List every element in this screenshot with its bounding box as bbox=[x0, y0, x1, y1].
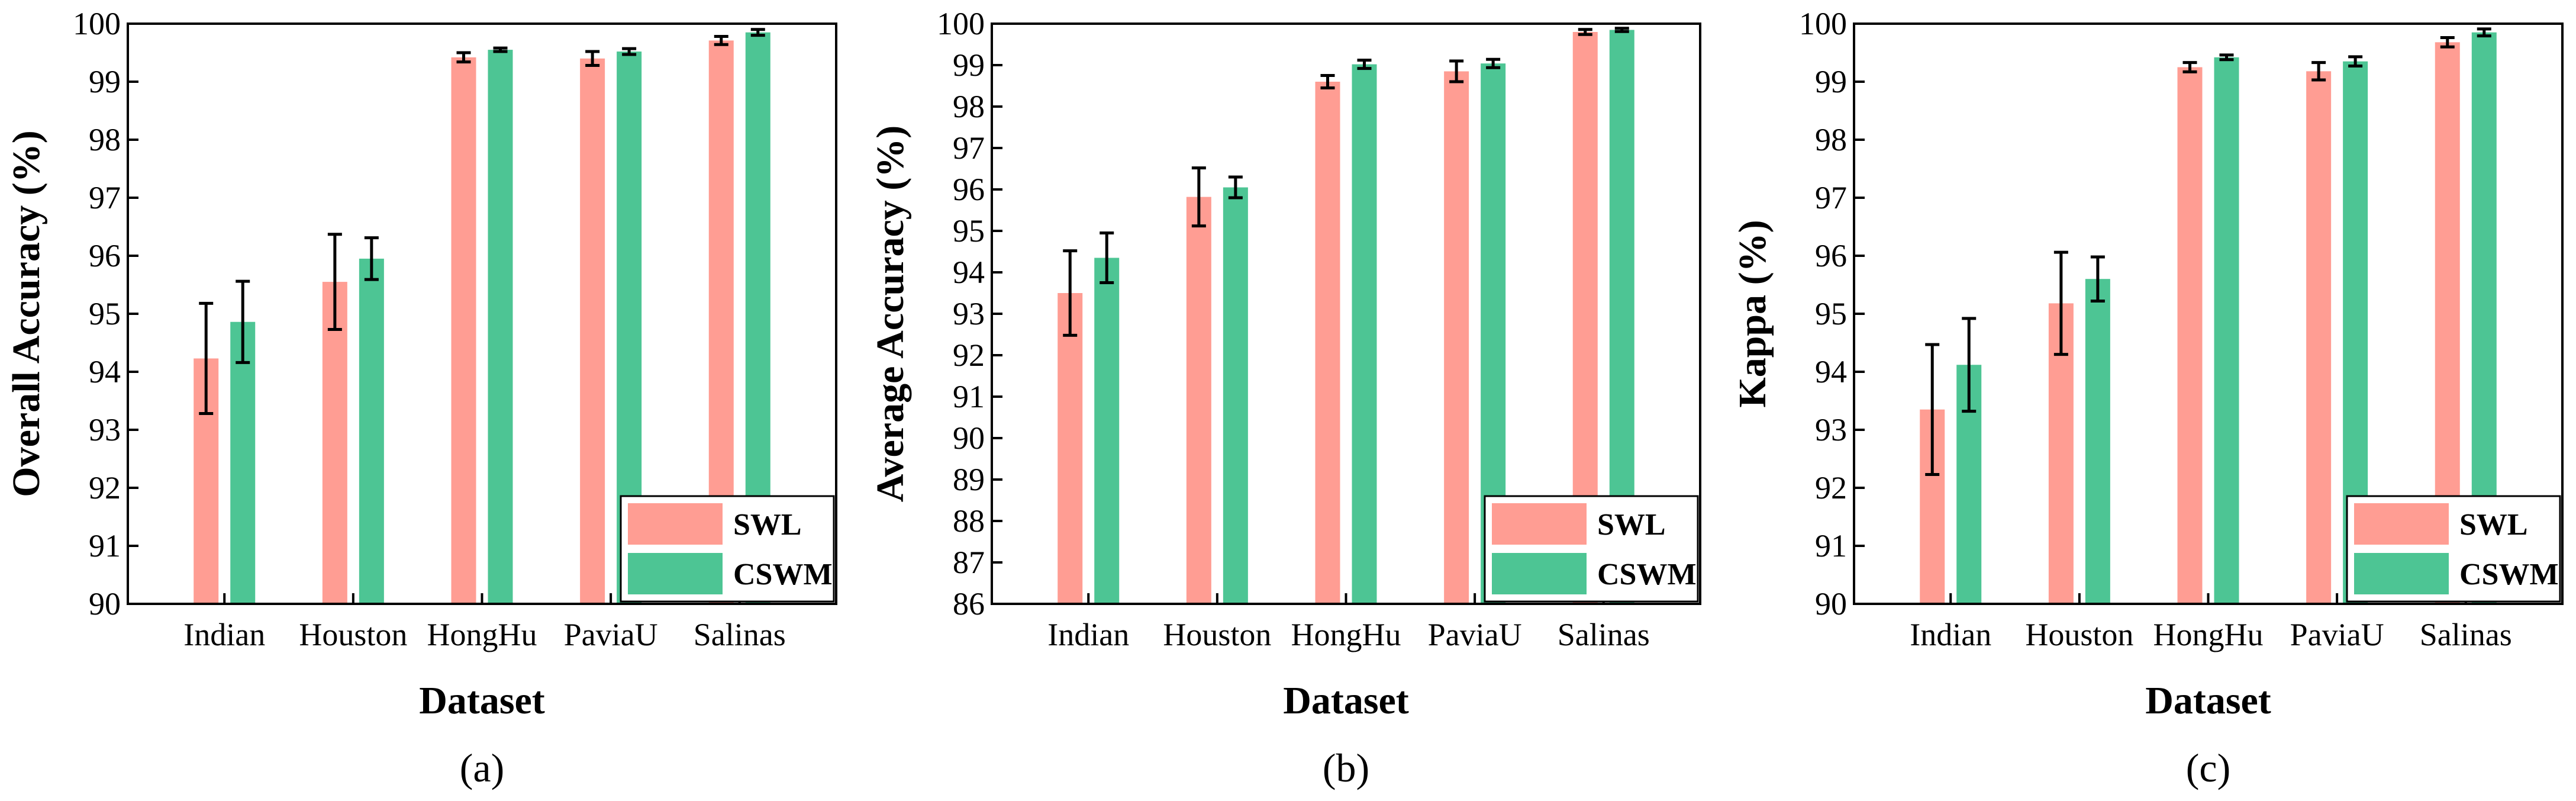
legend-swatch-swl bbox=[628, 503, 723, 545]
bar-cswm-indian bbox=[230, 321, 256, 604]
y-tick-label: 91 bbox=[89, 528, 121, 564]
y-tick-label: 97 bbox=[1815, 180, 1847, 215]
bar-swl-honghu bbox=[451, 57, 476, 604]
panel-label: (a) bbox=[460, 745, 504, 790]
x-axis-title: Dataset bbox=[2145, 679, 2271, 722]
y-tick-label: 90 bbox=[953, 420, 985, 456]
y-tick-label: 90 bbox=[1815, 586, 1847, 622]
y-tick-label: 91 bbox=[953, 379, 985, 414]
x-tick-label-salinas: Salinas bbox=[694, 617, 786, 652]
panel-label: (b) bbox=[1323, 745, 1369, 790]
legend-label-cswm: CSWM bbox=[733, 558, 833, 591]
x-tick-label-honghu: HongHu bbox=[1291, 617, 1401, 652]
bar-cswm-houston bbox=[1223, 187, 1248, 604]
x-tick-label-honghu: HongHu bbox=[2153, 617, 2264, 652]
y-tick-label: 97 bbox=[953, 130, 985, 166]
bar-swl-honghu bbox=[2177, 67, 2203, 604]
legend: SWL CSWM bbox=[1484, 495, 1699, 603]
legend-label-swl: SWL bbox=[1597, 508, 1666, 542]
y-tick-label: 91 bbox=[1815, 528, 1847, 564]
y-tick-label: 87 bbox=[953, 545, 985, 580]
y-tick-label: 96 bbox=[953, 172, 985, 207]
bar-swl-paviau bbox=[580, 58, 605, 604]
x-tick-label-salinas: Salinas bbox=[2420, 617, 2512, 652]
x-tick-label-houston: Houston bbox=[2025, 617, 2133, 652]
x-tick-label-indian: Indian bbox=[1047, 617, 1129, 652]
legend: SWL CSWM bbox=[620, 495, 835, 603]
y-tick-label: 98 bbox=[89, 122, 121, 157]
y-axis-title: Average Accuracy (%) bbox=[869, 126, 912, 503]
y-tick-label: 100 bbox=[73, 6, 121, 41]
bar-swl-paviau bbox=[2306, 71, 2332, 604]
y-tick-label: 86 bbox=[953, 586, 985, 622]
y-tick-label: 96 bbox=[1815, 238, 1847, 274]
y-tick-label: 99 bbox=[1815, 64, 1847, 99]
y-axis-title: Kappa (%) bbox=[1731, 220, 1774, 407]
x-tick-label-indian: Indian bbox=[183, 617, 265, 652]
y-tick-label: 98 bbox=[1815, 122, 1847, 157]
y-tick-label: 94 bbox=[89, 354, 121, 390]
x-axis-title: Dataset bbox=[419, 679, 545, 722]
y-tick-label: 96 bbox=[89, 238, 121, 274]
bar-swl-paviau bbox=[1444, 71, 1469, 604]
legend-label-swl: SWL bbox=[733, 508, 802, 542]
y-axis-title: Overall Accuracy (%) bbox=[5, 130, 48, 497]
x-tick-label-paviau: PaviaU bbox=[564, 617, 658, 652]
legend: SWL CSWM bbox=[2346, 495, 2561, 603]
y-tick-label: 92 bbox=[1815, 470, 1847, 506]
x-tick-label-paviau: PaviaU bbox=[2290, 617, 2384, 652]
y-tick-label: 100 bbox=[1799, 6, 1847, 41]
legend-swatch-cswm bbox=[628, 553, 723, 594]
bar-swl-houston bbox=[1186, 197, 1211, 604]
bar-cswm-houston bbox=[2085, 279, 2110, 604]
y-tick-label: 97 bbox=[89, 180, 121, 215]
x-axis-title: Dataset bbox=[1283, 679, 1409, 722]
panel-label: (c) bbox=[2186, 745, 2230, 790]
chart-panel-c: 90 91 92 93 94 95 96 97 98 99 100 Indian Houston Hong… bbox=[1731, 6, 2564, 790]
y-tick-label: 94 bbox=[1815, 354, 1847, 390]
x-tick-label-houston: Houston bbox=[299, 617, 407, 652]
bar-cswm-honghu bbox=[1352, 64, 1377, 604]
bar-cswm-honghu bbox=[2214, 57, 2239, 604]
y-tick-label: 90 bbox=[89, 586, 121, 622]
legend-swatch-swl bbox=[1492, 503, 1587, 545]
bar-swl-honghu bbox=[1315, 82, 1340, 604]
legend-swatch-swl bbox=[2354, 503, 2449, 545]
y-tick-label: 89 bbox=[953, 462, 985, 497]
y-tick-label: 95 bbox=[953, 213, 985, 249]
x-tick-label-salinas: Salinas bbox=[1558, 617, 1650, 652]
bar-cswm-honghu bbox=[488, 50, 513, 604]
bar-swl-houston bbox=[322, 282, 347, 604]
y-tick-label: 99 bbox=[89, 64, 121, 99]
y-tick-label: 95 bbox=[89, 296, 121, 332]
legend-label-cswm: CSWM bbox=[2459, 558, 2559, 591]
y-tick-label: 94 bbox=[953, 255, 985, 290]
x-tick-label-paviau: PaviaU bbox=[1428, 617, 1522, 652]
x-tick-label-indian: Indian bbox=[1910, 617, 1991, 652]
y-tick-label: 92 bbox=[89, 470, 121, 506]
bar-cswm-houston bbox=[359, 258, 384, 604]
y-tick-label: 100 bbox=[937, 6, 985, 41]
legend-swatch-cswm bbox=[1492, 553, 1587, 594]
y-tick-label: 93 bbox=[953, 296, 985, 332]
bar-cswm-indian bbox=[1094, 258, 1120, 604]
bar-swl-indian bbox=[1058, 293, 1083, 604]
y-tick-label: 88 bbox=[953, 503, 985, 539]
y-tick-label: 92 bbox=[953, 337, 985, 373]
legend-swatch-cswm bbox=[2354, 553, 2449, 594]
x-tick-label-honghu: HongHu bbox=[427, 617, 537, 652]
legend-label-swl: SWL bbox=[2459, 508, 2528, 542]
chart-panel-a: 90 91 92 93 94 95 96 97 98 99 100 Indian Houston Hong… bbox=[5, 6, 837, 790]
x-tick-label-houston: Houston bbox=[1163, 617, 1271, 652]
y-tick-label: 99 bbox=[953, 47, 985, 83]
y-tick-label: 93 bbox=[89, 412, 121, 448]
y-tick-label: 93 bbox=[1815, 412, 1847, 448]
legend-label-cswm: CSWM bbox=[1597, 558, 1697, 591]
y-tick-label: 98 bbox=[953, 89, 985, 124]
chart-panel-b: 86 87 88 89 90 91 92 93 94 95 96 97 98 99 100 Indian Hou… bbox=[869, 6, 1701, 790]
y-tick-label: 95 bbox=[1815, 296, 1847, 332]
